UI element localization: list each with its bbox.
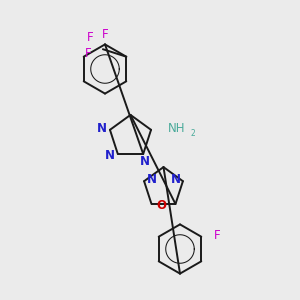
Text: N: N [140, 155, 150, 168]
Text: NH: NH [168, 122, 185, 135]
Text: N: N [105, 149, 115, 162]
Text: O: O [156, 199, 166, 212]
Text: F: F [214, 229, 220, 242]
Text: F: F [87, 31, 94, 44]
Text: N: N [147, 173, 157, 186]
Text: N: N [97, 122, 106, 135]
Text: N: N [170, 173, 180, 186]
Text: F: F [102, 28, 109, 41]
Text: 2: 2 [191, 129, 195, 138]
Text: F: F [85, 47, 92, 60]
